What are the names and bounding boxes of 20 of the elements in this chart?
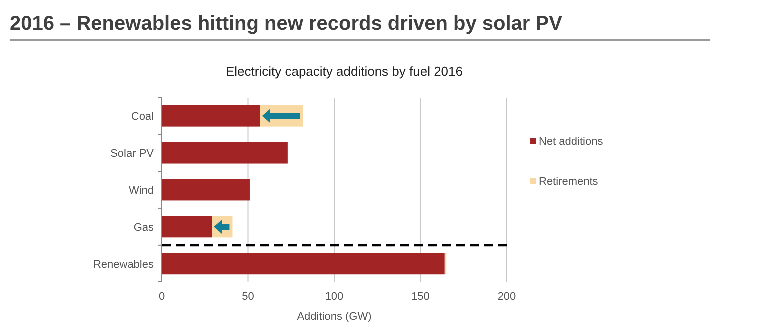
bar <box>162 216 212 238</box>
y-tick-label: Solar PV <box>110 148 155 160</box>
y-tick-label: Gas <box>134 222 154 234</box>
bar <box>162 253 445 275</box>
x-tick-label: 0 <box>158 291 166 303</box>
bar <box>162 142 288 164</box>
bar <box>162 105 260 127</box>
legend-label: Net additions <box>539 136 604 148</box>
x-tick-label: 50 <box>242 291 254 303</box>
x-tick-label: 200 <box>498 291 516 303</box>
x-tick-label: 150 <box>412 291 430 303</box>
y-tick-label: Renewables <box>93 258 154 271</box>
y-tick-label: Wind <box>128 185 154 197</box>
x-axis-title: Additions (GW) <box>297 311 372 323</box>
chart-title: 2016 – Renewables hitting new records driven by solar PV <box>10 13 564 35</box>
y-tick-label: Coal <box>131 111 154 124</box>
chart-subtitle: Electricity capacity additions by fuel 2016 <box>226 64 464 79</box>
x-tick-label: 100 <box>325 291 344 303</box>
bar <box>162 179 250 201</box>
legend-label: Retirements <box>539 176 599 188</box>
